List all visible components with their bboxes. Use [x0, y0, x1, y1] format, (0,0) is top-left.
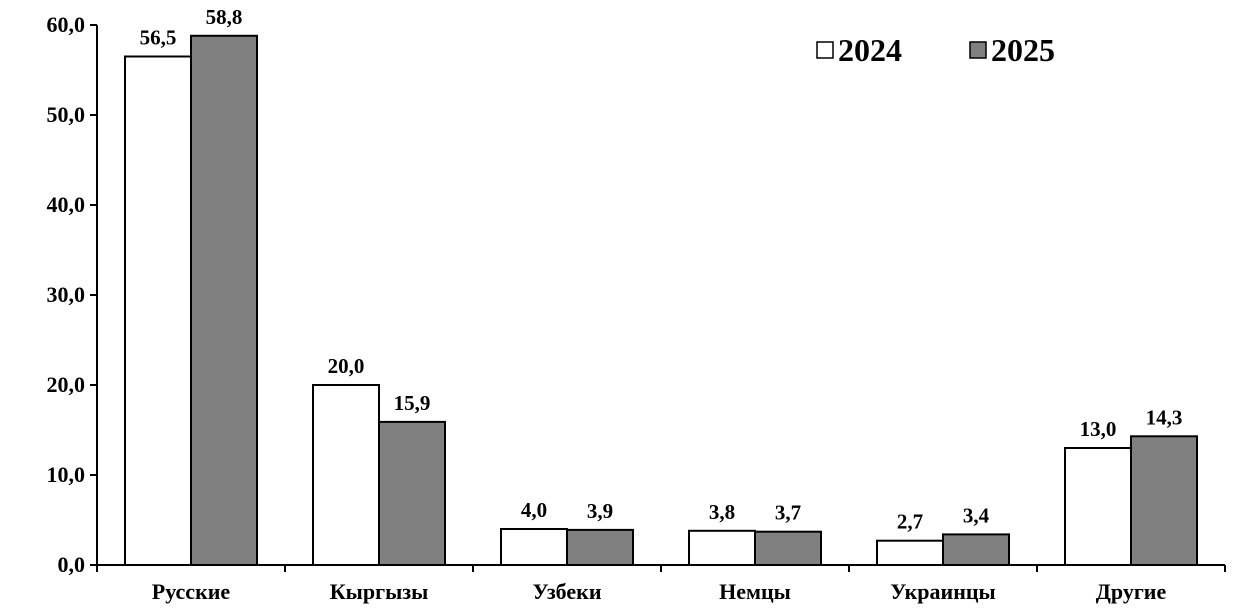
- data-label: 58,8: [206, 5, 243, 29]
- legend-label: 2024: [838, 32, 902, 68]
- bars: [124, 34, 1198, 567]
- legend: 2024 2025: [816, 32, 1055, 68]
- bar-2025-2: [566, 528, 634, 567]
- y-tick-label: 40,0: [47, 192, 86, 217]
- bar-2024-2: [500, 528, 568, 566]
- data-label: 56,5: [140, 26, 177, 50]
- legend-swatch-2024: [816, 41, 834, 59]
- bar-2025-5: [1130, 435, 1198, 566]
- data-label: 15,9: [394, 391, 431, 415]
- y-tick-label: 60,0: [47, 12, 86, 37]
- data-label: 2,7: [897, 510, 923, 534]
- legend-swatch-2025: [969, 41, 987, 59]
- y-tick-label: 10,0: [47, 462, 86, 487]
- bar-2024-5: [1064, 447, 1132, 566]
- y-tick-label: 30,0: [47, 282, 86, 307]
- data-label: 3,8: [709, 500, 735, 524]
- data-label: 13,0: [1080, 417, 1117, 441]
- bar-2024-4: [876, 539, 944, 567]
- y-tick-label: 20,0: [47, 372, 86, 397]
- axes: 0,0 10,0 20,0 30,0 40,0 50,0 60,0 Русские Кыргыз…: [47, 12, 1226, 604]
- x-category-label: Русские: [152, 579, 231, 604]
- data-labels: 56,5 20,0 4,0 3,8 2,7 13,0 58,8 15,9 3,9 3,7 3,4 14…: [140, 5, 1183, 534]
- bar-2024-0: [124, 55, 192, 566]
- bar-2024-3: [688, 529, 756, 566]
- data-label: 3,4: [963, 503, 990, 527]
- bar-2024-1: [312, 384, 380, 566]
- data-label: 20,0: [328, 354, 365, 378]
- data-label: 3,7: [775, 501, 801, 525]
- y-tick-label: 0,0: [58, 552, 86, 577]
- legend-label: 2025: [991, 32, 1055, 68]
- bar-2025-4: [942, 533, 1010, 567]
- y-tick-label: 50,0: [47, 102, 86, 127]
- x-category-label: Украинцы: [890, 579, 995, 604]
- bar-2025-1: [378, 420, 446, 566]
- x-category-label: Немцы: [719, 579, 791, 604]
- bar-2025-3: [754, 530, 822, 567]
- data-label: 3,9: [587, 499, 613, 523]
- data-label: 14,3: [1146, 405, 1183, 429]
- x-category-label: Кыргызы: [330, 579, 429, 604]
- bar-2025-0: [190, 34, 258, 567]
- x-category-label: Другие: [1096, 579, 1167, 604]
- data-label: 4,0: [521, 498, 547, 522]
- x-category-label: Узбеки: [532, 579, 601, 604]
